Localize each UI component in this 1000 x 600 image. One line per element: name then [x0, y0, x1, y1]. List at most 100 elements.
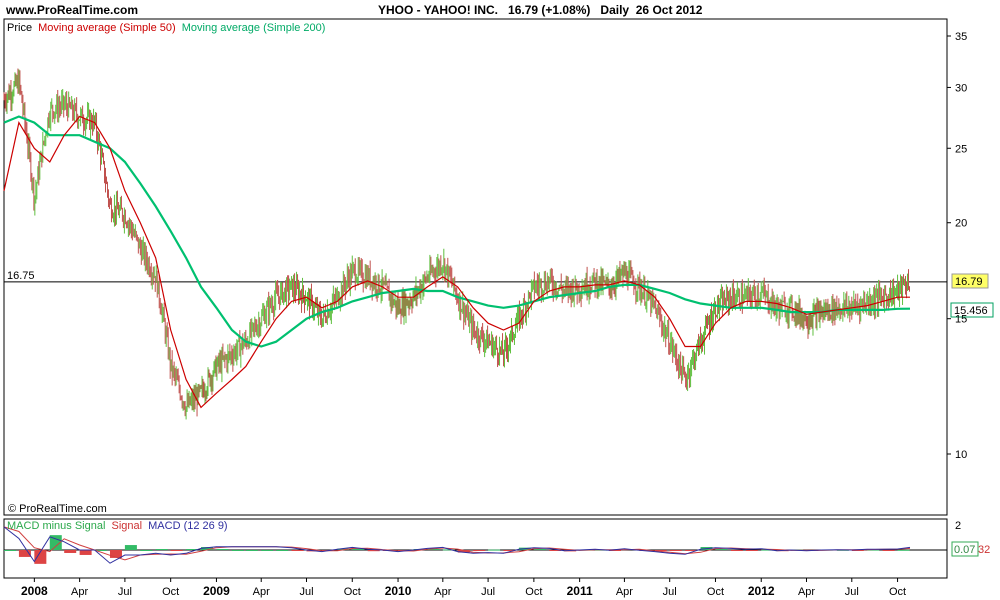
x-tick-label: Apr: [253, 586, 270, 598]
legend-macd-hist: MACD minus Signal: [7, 520, 105, 532]
macd-histogram-bar: [201, 547, 214, 550]
x-tick-label: Apr: [798, 586, 815, 598]
macd-histogram-bar: [457, 550, 470, 553]
x-tick-label: Oct: [889, 586, 906, 598]
price-layer: [3, 68, 947, 420]
macd-histogram-bar: [654, 550, 667, 551]
macd-histogram-bar: [549, 550, 562, 551]
y-tick-label: 35: [955, 31, 967, 43]
last-price-label: 16.79: [955, 276, 983, 288]
x-tick-label: Jul: [845, 586, 859, 598]
x-tick-label: Oct: [707, 586, 724, 598]
macd-histogram-bar: [155, 549, 168, 551]
reference-line-label: 16.75: [7, 270, 35, 282]
x-tick-label: Apr: [71, 586, 88, 598]
macd-histogram-bar: [867, 549, 880, 551]
ma50-line: [3, 115, 910, 409]
macd-histogram-bar: [442, 549, 455, 551]
macd-layer: [3, 526, 947, 564]
x-tick-label: Jul: [663, 586, 677, 598]
price-legend: Price Moving average (Simple 50) Moving …: [7, 22, 325, 34]
y-tick-label: 15: [955, 314, 967, 326]
macd-histogram-bar: [352, 548, 365, 550]
x-tick-label: 2010: [385, 584, 412, 598]
macd-histogram-bar: [94, 550, 107, 551]
macd-histogram-bar: [745, 550, 758, 551]
macd-legend: MACD minus Signal Signal MACD (12 26 9): [7, 520, 228, 532]
x-tick-label: 2012: [748, 584, 775, 598]
macd-histogram-bar: [503, 550, 516, 551]
macd-histogram-bar: [337, 548, 350, 550]
macd-histogram-bar: [851, 550, 864, 551]
x-tick-label: Jul: [118, 586, 132, 598]
y-tick-label: 20: [955, 218, 967, 230]
macd-histogram-bar: [669, 550, 682, 551]
x-tick-label: Jul: [299, 586, 313, 598]
macd-histogram-bar: [882, 550, 895, 551]
x-axis: 2008 Apr Jul Oct 2009 Apr Jul Oct 2010 Apr Jul Oct 2…: [21, 578, 906, 598]
macd-panel-frame: [3, 518, 948, 579]
macd-histogram-bar: [231, 550, 244, 551]
x-tick-label: Oct: [162, 586, 179, 598]
macd-value-label: 0.07: [954, 544, 975, 556]
macd-histogram-bar: [34, 550, 47, 564]
legend-price: Price: [7, 22, 32, 34]
price-y-axis: 35 30 25 20 15 10: [947, 31, 967, 461]
macd-histogram-bar: [49, 535, 62, 550]
legend-ma200: Moving average (Simple 200): [182, 22, 326, 34]
macd-histogram-bar: [533, 549, 546, 551]
macd-histogram-bar: [124, 545, 137, 550]
macd-histogram-bar: [427, 549, 440, 551]
macd-histogram-bar: [261, 550, 274, 551]
macd-value-box: [951, 541, 979, 557]
macd-histogram-bar: [488, 549, 501, 551]
chart-header: www.ProRealTime.com YHOO - YAHOO! INC. 1…: [0, 0, 1000, 18]
ma200-line: [3, 115, 911, 348]
macd-histogram-bar: [4, 550, 16, 551]
macd-y-tick: 2: [955, 520, 961, 532]
macd-histogram-bar: [79, 550, 92, 555]
price-panel-frame: [3, 18, 948, 516]
watermark: © ProRealTime.com: [8, 503, 107, 515]
macd-histogram-bar: [186, 549, 199, 551]
instrument-title: YHOO - YAHOO! INC. 16.79 (+1.08%) Daily …: [378, 3, 703, 17]
macd-histogram-bar: [170, 550, 183, 551]
legend-macd: MACD (12 26 9): [148, 520, 227, 532]
last-price-box: [951, 273, 989, 289]
macd-histogram-bar: [608, 550, 621, 551]
signal-value-label: 32: [978, 544, 990, 556]
y-tick-label: 25: [955, 143, 967, 155]
macd-histogram-bar: [897, 549, 910, 551]
x-tick-label: Oct: [344, 586, 361, 598]
macd-histogram-bar: [291, 550, 304, 551]
macd-histogram-bar: [473, 550, 486, 551]
macd-histogram-bar: [216, 549, 229, 551]
y-tick-label: 10: [955, 449, 967, 461]
x-tick-label: Jul: [481, 586, 495, 598]
macd-histogram-bar: [109, 550, 122, 558]
macd-histogram-bar: [367, 550, 380, 552]
x-tick-label: Apr: [616, 586, 633, 598]
x-tick-label: Oct: [525, 586, 542, 598]
macd-histogram-bar: [715, 549, 728, 551]
macd-histogram-bar: [276, 550, 289, 551]
macd-histogram-bar: [245, 550, 258, 551]
y-tick-label: 30: [955, 82, 967, 94]
macd-line: [3, 526, 911, 564]
macd-histogram-bar: [64, 550, 77, 553]
x-tick-label: 2008: [21, 584, 48, 598]
macd-histogram-bar: [685, 550, 698, 551]
macd-histogram-bar: [761, 549, 774, 551]
macd-histogram-bar: [18, 550, 31, 557]
ma200-value-label: 15.456: [954, 305, 988, 317]
x-tick-label: 2009: [203, 584, 230, 598]
x-tick-label: Apr: [434, 586, 451, 598]
x-tick-label: 2011: [567, 584, 593, 598]
ma200-value-box: [950, 302, 994, 318]
macd-histogram-bar: [730, 550, 743, 551]
macd-histogram-bar: [140, 550, 153, 551]
legend-ma50: Moving average (Simple 50): [38, 22, 176, 34]
site-name: www.ProRealTime.com: [6, 3, 139, 17]
legend-signal: Signal: [111, 520, 142, 532]
